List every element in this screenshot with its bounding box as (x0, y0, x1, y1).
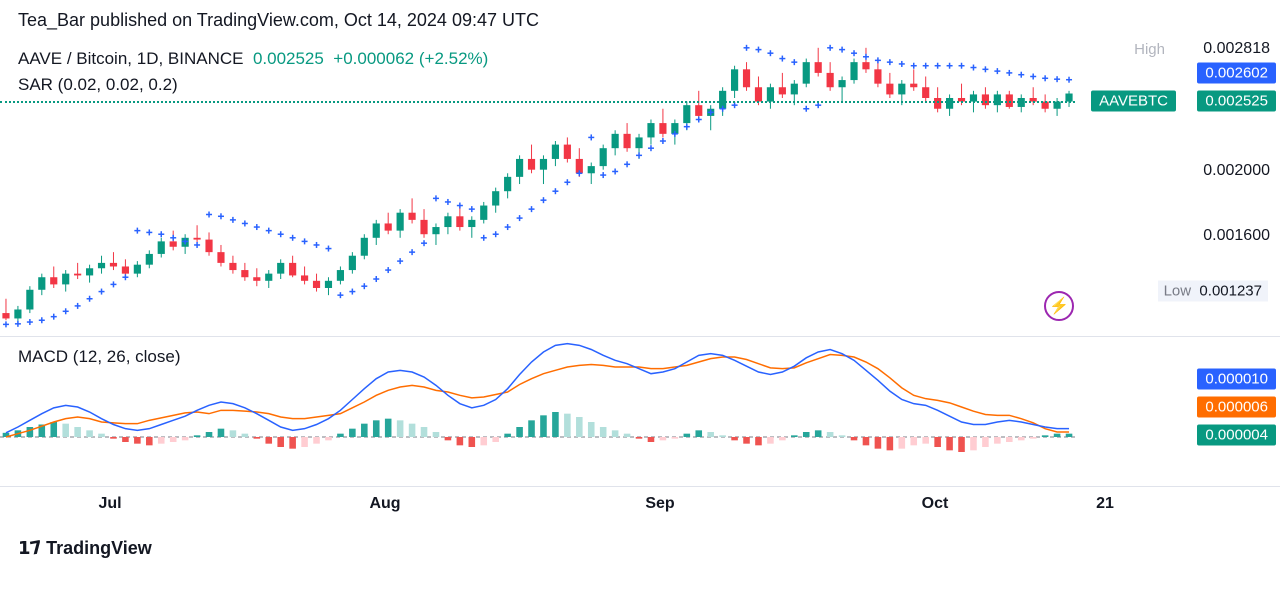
time-tick: Aug (369, 495, 400, 513)
time-tick: Sep (645, 495, 674, 513)
price-badge: 0.002525 (1197, 91, 1276, 112)
symbol-title: AAVE / Bitcoin, 1D, BINANCE (18, 49, 243, 68)
price-badge: 0.002602 (1197, 63, 1276, 84)
high-label: High (1134, 41, 1165, 58)
sar-indicator-label: SAR (0.02, 0.02, 0.2) (18, 75, 178, 95)
last-price-line (0, 101, 1075, 103)
macd-chart[interactable]: MACD (12, 26, close) 0.0000100.0000060.0… (0, 336, 1280, 486)
bolt-icon[interactable]: ⚡ (1044, 291, 1074, 321)
change-pct: (+2.52%) (419, 49, 488, 68)
macd-indicator-label: MACD (12, 26, close) (18, 347, 181, 367)
macd-axis[interactable]: 0.000010 0.000006 0.000004 (1140, 337, 1280, 486)
time-tick: Oct (922, 495, 949, 513)
symbol-badge: AAVEBTC (1091, 91, 1176, 112)
time-tick: 21 (1096, 495, 1114, 513)
price-tick: 0.001600 (1203, 227, 1270, 245)
last-price: 0.002525 (253, 49, 324, 68)
price-tick: 0.002000 (1203, 162, 1270, 180)
tradingview-logo-icon: 𝟭𝟳 (18, 538, 41, 558)
macd-badge: 0.000010 (1197, 369, 1276, 390)
time-axis[interactable]: Jul Aug Sep Oct 21 (0, 486, 1280, 526)
time-tick: Jul (98, 495, 121, 513)
publish-header: Tea_Bar published on TradingView.com, Oc… (0, 0, 1280, 41)
brand-name: TradingView (46, 538, 152, 558)
low-label: Low 0.001237 (1158, 281, 1268, 302)
high-value: 0.002818 (1203, 40, 1270, 58)
price-axis[interactable]: High 0.002818 0.0020000.0016000.0026020.… (1140, 41, 1280, 331)
macd-badge: 0.000006 (1197, 397, 1276, 418)
footer: 𝟭𝟳 TradingView (0, 526, 1280, 571)
chart-symbol-info: AAVE / Bitcoin, 1D, BINANCE 0.002525 +0.… (18, 49, 488, 69)
macd-badge: 0.000004 (1197, 425, 1276, 446)
change-abs: +0.000062 (333, 49, 414, 68)
price-chart[interactable]: AAVE / Bitcoin, 1D, BINANCE 0.002525 +0.… (0, 41, 1280, 331)
